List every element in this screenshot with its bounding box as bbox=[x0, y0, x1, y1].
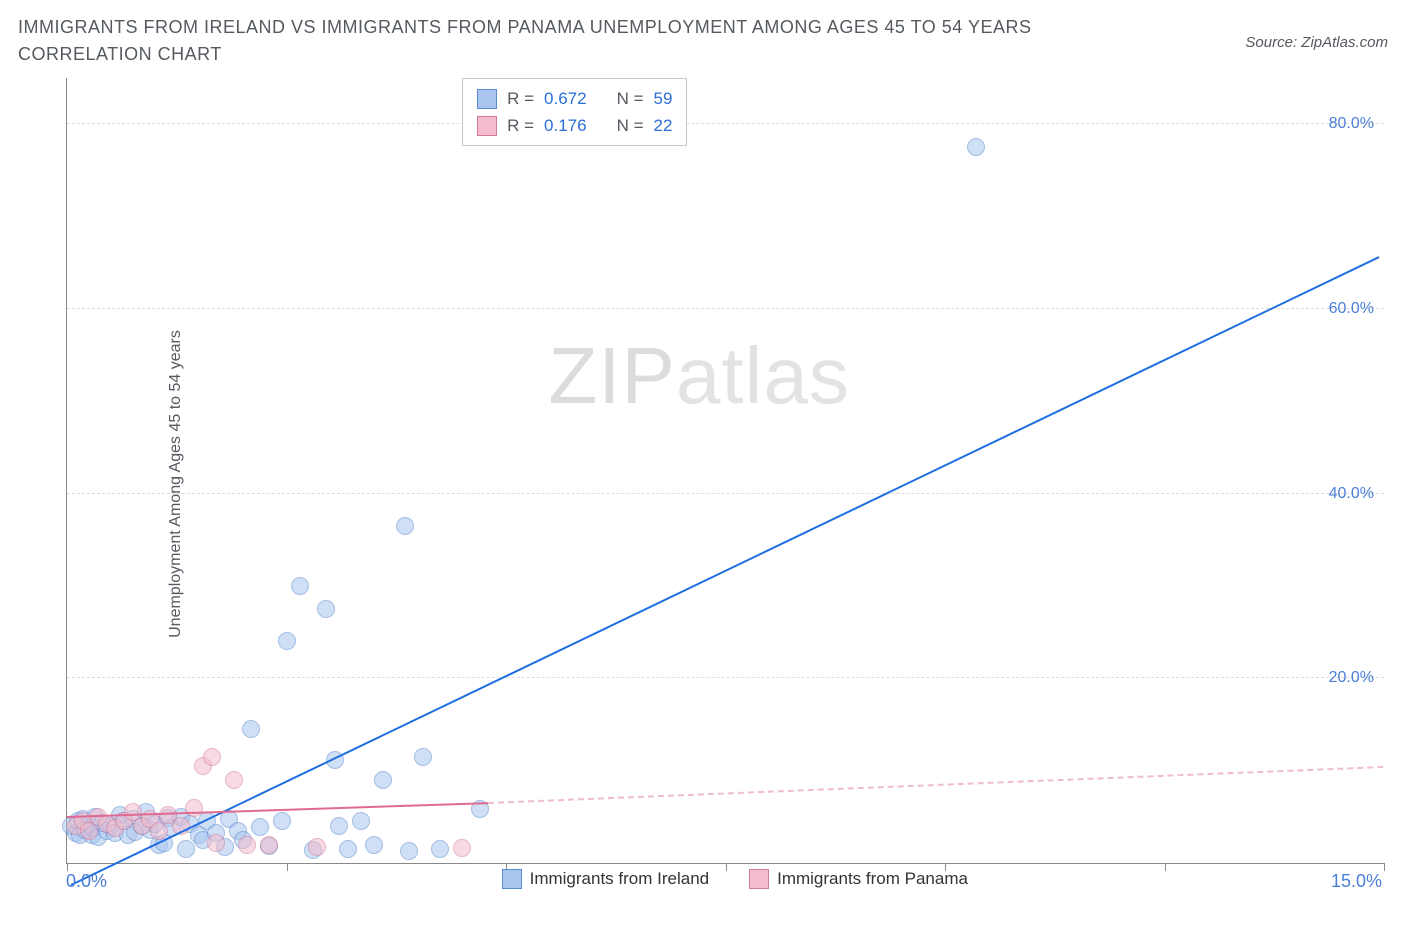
scatter-point bbox=[260, 836, 278, 854]
scatter-point bbox=[150, 822, 168, 840]
legend-item: Immigrants from Panama bbox=[749, 869, 968, 889]
chart-title: IMMIGRANTS FROM IRELAND VS IMMIGRANTS FR… bbox=[18, 14, 1118, 68]
scatter-point bbox=[238, 836, 256, 854]
x-tick bbox=[67, 863, 68, 871]
scatter-point bbox=[291, 577, 309, 595]
scatter-point bbox=[207, 834, 225, 852]
stat-r-value: 0.176 bbox=[544, 112, 587, 139]
watermark-thin: atlas bbox=[676, 331, 850, 420]
legend-label: Immigrants from Ireland bbox=[530, 869, 710, 889]
source-attribution: Source: ZipAtlas.com bbox=[1245, 34, 1388, 51]
scatter-point bbox=[453, 839, 471, 857]
scatter-point bbox=[967, 138, 985, 156]
scatter-point bbox=[278, 632, 296, 650]
scatter-point bbox=[365, 836, 383, 854]
scatter-point bbox=[225, 771, 243, 789]
gridline-h bbox=[67, 677, 1384, 678]
gridline-h bbox=[67, 123, 1384, 124]
y-tick-label: 60.0% bbox=[1329, 300, 1374, 318]
correlation-stats-box: R = 0.672 N = 59 R = 0.176 N = 22 bbox=[462, 78, 687, 146]
y-tick-label: 40.0% bbox=[1329, 485, 1374, 503]
scatter-point bbox=[251, 818, 269, 836]
stat-n-label: N = bbox=[617, 85, 644, 112]
x-tick bbox=[1384, 863, 1385, 871]
scatter-point bbox=[330, 817, 348, 835]
x-tick bbox=[1165, 863, 1166, 871]
legend-swatch bbox=[749, 869, 769, 889]
legend-swatch bbox=[502, 869, 522, 889]
x-axis-max-label: 15.0% bbox=[1331, 871, 1382, 892]
gridline-h bbox=[67, 493, 1384, 494]
gridline-h bbox=[67, 308, 1384, 309]
scatter-point bbox=[203, 748, 221, 766]
scatter-point bbox=[352, 812, 370, 830]
scatter-point bbox=[242, 720, 260, 738]
series-legend: Immigrants from Ireland Immigrants from P… bbox=[502, 869, 968, 889]
watermark-bold: ZIP bbox=[548, 331, 675, 420]
scatter-point bbox=[400, 842, 418, 860]
y-tick-label: 80.0% bbox=[1329, 115, 1374, 133]
source-prefix: Source: bbox=[1245, 34, 1301, 51]
watermark: ZIPatlas bbox=[548, 330, 849, 422]
scatter-point bbox=[374, 771, 392, 789]
source-site: ZipAtlas.com bbox=[1301, 34, 1388, 51]
stat-r-label: R = bbox=[507, 112, 534, 139]
stats-row: R = 0.176 N = 22 bbox=[477, 112, 672, 139]
chart-container: Unemployment Among Ages 45 to 54 years Z… bbox=[18, 74, 1388, 894]
stat-r-label: R = bbox=[507, 85, 534, 112]
x-axis-min-label: 0.0% bbox=[66, 871, 107, 892]
series-swatch bbox=[477, 89, 497, 109]
stat-n-value: 22 bbox=[654, 112, 673, 139]
scatter-point bbox=[414, 748, 432, 766]
series-swatch bbox=[477, 116, 497, 136]
scatter-point bbox=[308, 838, 326, 856]
scatter-point bbox=[431, 840, 449, 858]
scatter-point bbox=[273, 812, 291, 830]
scatter-point bbox=[339, 840, 357, 858]
stats-row: R = 0.672 N = 59 bbox=[477, 85, 672, 112]
scatter-point bbox=[317, 600, 335, 618]
legend-item: Immigrants from Ireland bbox=[502, 869, 710, 889]
scatter-point bbox=[396, 517, 414, 535]
y-tick-label: 20.0% bbox=[1329, 669, 1374, 687]
x-tick bbox=[287, 863, 288, 871]
stat-n-value: 59 bbox=[654, 85, 673, 112]
plot-area: ZIPatlas 20.0% 40.0% 60.0% 80.0% R = 0.672 N … bbox=[66, 78, 1384, 864]
trendline-dashed bbox=[488, 766, 1384, 804]
stat-n-label: N = bbox=[617, 112, 644, 139]
stat-r-value: 0.672 bbox=[544, 85, 587, 112]
scatter-point bbox=[177, 840, 195, 858]
legend-label: Immigrants from Panama bbox=[777, 869, 968, 889]
